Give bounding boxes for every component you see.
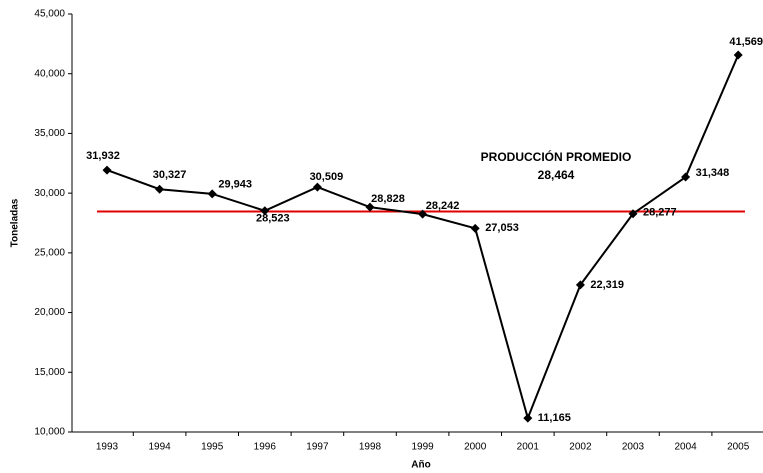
x-axis-title: Año <box>411 460 430 471</box>
marker <box>155 184 165 194</box>
data-label: 30,327 <box>153 169 187 181</box>
data-label: 31,932 <box>86 150 120 162</box>
x-tick-label: 2001 <box>517 442 540 453</box>
data-label: 28,277 <box>643 207 677 219</box>
x-tick-label: 2005 <box>727 442 750 453</box>
y-tick-label: 10,000 <box>34 427 65 438</box>
marker <box>365 202 375 212</box>
data-label: 28,242 <box>426 200 460 212</box>
marker <box>418 209 428 219</box>
y-tick-label: 15,000 <box>34 367 65 378</box>
marker <box>523 413 533 423</box>
average-value-label: 28,464 <box>538 168 575 182</box>
data-label: 41,569 <box>729 36 763 48</box>
marker <box>628 209 638 219</box>
x-tick-label: 1994 <box>148 442 171 453</box>
x-tick-label: 2000 <box>464 442 487 453</box>
data-label: 11,165 <box>538 412 571 424</box>
x-tick-label: 1999 <box>411 442 434 453</box>
y-tick-label: 20,000 <box>34 307 65 318</box>
y-tick-label: 40,000 <box>34 68 65 79</box>
x-tick-label: 1993 <box>96 442 119 453</box>
marker <box>470 223 480 233</box>
marker <box>733 50 743 60</box>
x-tick-label: 1997 <box>306 442 329 453</box>
marker <box>681 172 691 182</box>
x-tick-label: 2004 <box>674 442 697 453</box>
y-tick-label: 45,000 <box>34 9 65 20</box>
marker <box>260 206 270 216</box>
x-tick-label: 1995 <box>201 442 224 453</box>
marker <box>575 280 585 290</box>
data-label: 22,319 <box>590 279 624 291</box>
average-label: PRODUCCIÓN PROMEDIO <box>481 149 632 164</box>
x-tick-label: 1998 <box>359 442 382 453</box>
data-label: 28,828 <box>371 193 405 205</box>
x-tick-label: 1996 <box>254 442 277 453</box>
marker <box>207 189 217 199</box>
data-label: 30,509 <box>310 171 344 183</box>
marker <box>312 182 322 192</box>
data-label: 27,053 <box>485 222 519 234</box>
x-tick-label: 2002 <box>569 442 592 453</box>
y-tick-label: 30,000 <box>34 188 65 199</box>
y-tick-label: 25,000 <box>34 247 65 258</box>
data-label: 29,943 <box>218 179 252 191</box>
y-tick-label: 35,000 <box>34 128 65 139</box>
line <box>106 54 740 422</box>
y-axis-title: Toneladas <box>10 198 21 247</box>
marker <box>102 165 112 175</box>
x-tick-label: 2003 <box>622 442 645 453</box>
data-label: 31,348 <box>696 167 730 179</box>
data-label: 28,523 <box>256 213 290 225</box>
